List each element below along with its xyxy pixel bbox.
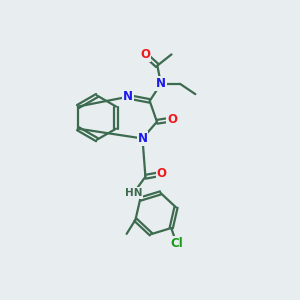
Text: O: O	[140, 48, 150, 61]
Text: O: O	[167, 113, 177, 126]
Text: N: N	[123, 90, 133, 103]
Text: O: O	[157, 167, 166, 180]
Text: N: N	[156, 77, 166, 90]
Text: Cl: Cl	[170, 237, 183, 250]
Text: N: N	[137, 132, 148, 145]
Text: HN: HN	[125, 188, 142, 198]
